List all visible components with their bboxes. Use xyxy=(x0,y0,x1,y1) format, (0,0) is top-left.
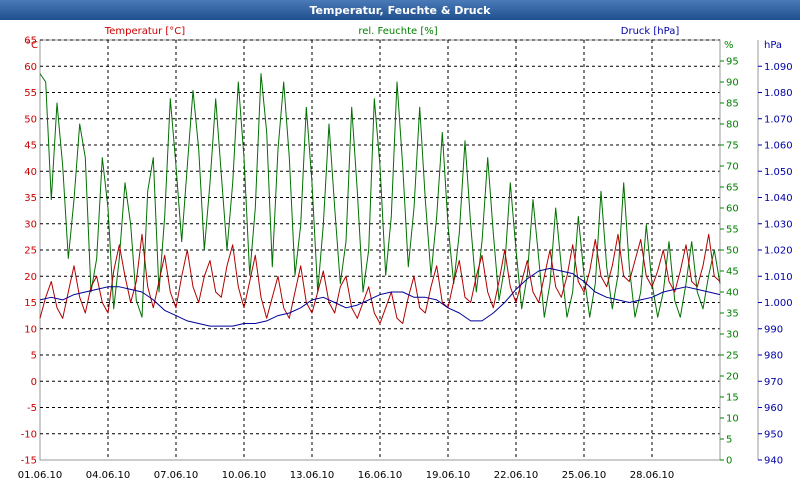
left-tick-label: -15 xyxy=(21,456,37,467)
pressure-axis: 1.090 1.080 1.070 1.060 1.050 1.040 1.030 1.020… xyxy=(757,40,793,467)
x-tick-label: 01.06.10 xyxy=(18,470,63,481)
humidity-tick-label: 65 xyxy=(726,183,739,194)
pressure-tick-label: 960 xyxy=(764,403,783,414)
left-tick-label: 45 xyxy=(24,141,37,152)
pressure-tick-label: 1.050 xyxy=(764,167,793,178)
legend-pressure: Druck [hPa] xyxy=(621,26,680,37)
pressure-tick-label: 940 xyxy=(764,456,783,467)
pressure-tick-label: 990 xyxy=(764,324,783,335)
x-axis: 01.06.10 04.06.10 07.06.10 10.06.10 13.06.10… xyxy=(18,470,675,481)
humidity-tick-label: 85 xyxy=(726,99,739,110)
series-layer xyxy=(39,73,721,327)
left-tick-label: 30 xyxy=(24,219,37,230)
pressure-tick-label: 1.090 xyxy=(764,62,793,73)
left-tick-label: -5 xyxy=(27,403,37,414)
left-tick-label: 0 xyxy=(31,377,37,388)
chart-title: Temperatur, Feuchte & Druck xyxy=(310,4,492,17)
humidity-tick-label: 45 xyxy=(726,267,739,278)
humidity-tick-label: 5 xyxy=(726,435,732,446)
left-tick-label: 60 xyxy=(24,62,37,73)
humidity-tick-label: 50 xyxy=(726,246,739,257)
title-bar xyxy=(0,0,800,20)
humidity-tick-label: 35 xyxy=(726,309,739,320)
x-tick-label: 28.06.10 xyxy=(630,470,675,481)
left-tick-label: 55 xyxy=(24,88,37,99)
left-tick-label: 15 xyxy=(24,298,37,309)
legend-humidity: rel. Feuchte [%] xyxy=(358,26,437,37)
x-tick-label: 22.06.10 xyxy=(494,470,539,481)
humidity-tick-label: 55 xyxy=(726,225,739,236)
pressure-tick-label: 1.010 xyxy=(764,272,793,283)
pressure-tick-label: 980 xyxy=(764,351,783,362)
pressure-tick-label: 970 xyxy=(764,377,783,388)
pressure-tick-label: 1.040 xyxy=(764,193,793,204)
x-tick-label: 10.06.10 xyxy=(222,470,267,481)
humidity-tick-label: 90 xyxy=(726,78,739,89)
left-tick-label: 50 xyxy=(24,114,37,125)
humidity-tick-label: 25 xyxy=(726,351,739,362)
pressure-tick-label: 1.020 xyxy=(764,246,793,257)
pressure-tick-label: 1.060 xyxy=(764,141,793,152)
series-line-mid xyxy=(39,73,721,318)
left-tick-label: 20 xyxy=(24,272,37,283)
left-tick-label: 40 xyxy=(24,167,37,178)
left-tick-label: -10 xyxy=(21,429,37,440)
left-tick-label: 5 xyxy=(31,351,37,362)
humidity-tick-label: 80 xyxy=(726,120,739,131)
left-axis-unit: °C xyxy=(26,40,38,51)
pressure-tick-label: 1.030 xyxy=(764,219,793,230)
series-line-left xyxy=(39,233,721,324)
x-tick-label: 16.06.10 xyxy=(358,470,403,481)
x-tick-label: 04.06.10 xyxy=(86,470,131,481)
humidity-tick-label: 70 xyxy=(726,162,739,173)
x-tick-label: 25.06.10 xyxy=(562,470,607,481)
humidity-tick-label: 60 xyxy=(726,204,739,215)
legend-temperature: Temperatur [°C] xyxy=(104,26,185,37)
left-tick-label: 65 xyxy=(24,36,37,47)
humidity-tick-label: 10 xyxy=(726,414,739,425)
x-tick-label: 07.06.10 xyxy=(154,470,199,481)
pressure-tick-label: 1.000 xyxy=(764,298,793,309)
series-line-right xyxy=(39,267,721,327)
humidity-tick-label: 20 xyxy=(726,372,739,383)
left-tick-label: 10 xyxy=(24,324,37,335)
pressure-tick-label: 1.070 xyxy=(764,114,793,125)
humidity-tick-label: 95 xyxy=(726,57,739,68)
left-tick-label: 35 xyxy=(24,193,37,204)
left-tick-label: 25 xyxy=(24,246,37,257)
humidity-tick-label: 15 xyxy=(726,393,739,404)
humidity-axis-unit: % xyxy=(724,40,734,51)
pressure-tick-label: 950 xyxy=(764,429,783,440)
humidity-tick-label: 30 xyxy=(726,330,739,341)
x-tick-label: 13.06.10 xyxy=(290,470,335,481)
humidity-tick-label: 75 xyxy=(726,141,739,152)
pressure-tick-label: 1.080 xyxy=(764,88,793,99)
humidity-tick-label: 0 xyxy=(726,456,732,467)
x-tick-label: 19.06.10 xyxy=(426,470,471,481)
humidity-tick-label: 40 xyxy=(726,288,739,299)
pressure-axis-unit: hPa xyxy=(764,40,782,51)
